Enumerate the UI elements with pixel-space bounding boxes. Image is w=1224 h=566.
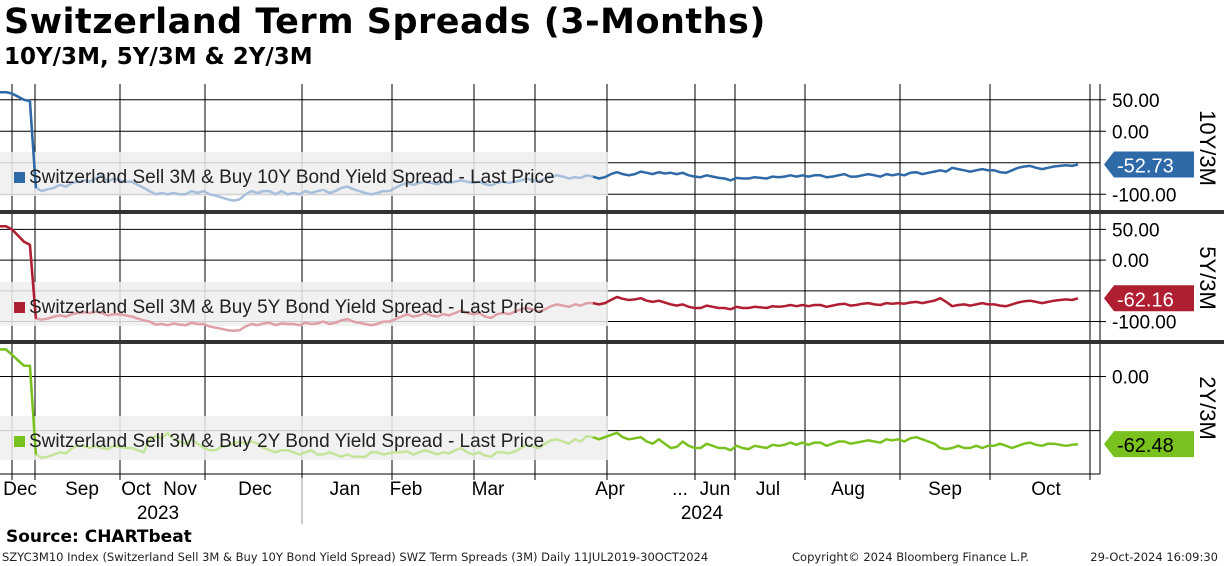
legend-label: Switzerland Sell 3M & Buy 5Y Bond Yield … <box>29 297 544 318</box>
x-tick-label: Oct <box>1031 479 1061 500</box>
last-value-tag <box>1104 431 1194 458</box>
legend-swatch <box>14 172 25 183</box>
legend-box <box>0 152 608 196</box>
last-value-tag <box>1104 151 1194 178</box>
y-tick-label: 50.00 <box>1112 220 1160 241</box>
panel-label-two-year: 2Y/3M <box>1195 376 1220 440</box>
x-tick-label: Mar <box>472 479 505 500</box>
series-line-start-five-year <box>0 225 38 319</box>
legend-label: Switzerland Sell 3M & Buy 2Y Bond Yield … <box>29 431 544 452</box>
x-tick-label: Oct <box>121 479 151 500</box>
x-tick-label: Apr <box>595 479 625 500</box>
year-label: 2024 <box>681 503 724 524</box>
series-line-start-ten-year <box>0 90 38 188</box>
series-line-faded-five-year <box>0 225 593 333</box>
legend-box <box>0 282 608 326</box>
series-line-faded-ten-year <box>0 90 594 202</box>
panel-label-five-year: 5Y/3M <box>1195 246 1220 310</box>
last-value-tag <box>1104 285 1194 312</box>
chart-subtitle: 10Y/3M, 5Y/3M & 2Y/3M <box>4 44 313 70</box>
x-tick-label: Sep <box>928 479 962 500</box>
series-line-ten-year <box>592 163 1079 182</box>
source-label: Source: CHARTbeat <box>6 527 192 547</box>
y-tick-label: -100.00 <box>1112 313 1176 334</box>
x-tick-label: Feb <box>390 479 423 500</box>
series-line-five-year <box>592 295 1079 311</box>
legend-swatch <box>14 302 25 313</box>
y-tick-label: 0.00 <box>1112 368 1149 389</box>
x-tick-label: Jun <box>700 479 731 500</box>
year-label: 2023 <box>137 503 179 524</box>
last-value-label: -62.16 <box>1117 289 1174 311</box>
last-value-label: -52.73 <box>1117 155 1174 177</box>
copyright: Copyright© 2024 Bloomberg Finance L.P. <box>792 550 1029 564</box>
series-line-start-two-year <box>0 348 38 455</box>
x-tick-label: Jul <box>756 479 780 500</box>
x-tick-label: ... <box>672 479 688 500</box>
legend-label: Switzerland Sell 3M & Buy 10Y Bond Yield… <box>29 167 555 188</box>
y-tick-label: -100.00 <box>1112 185 1176 206</box>
x-tick-label: Sep <box>65 479 99 500</box>
y-tick-label: 50.00 <box>1112 91 1160 112</box>
x-tick-label: Nov <box>163 479 197 500</box>
panel-separator <box>0 340 1224 344</box>
x-tick-label: Dec <box>238 479 272 500</box>
y-tick-label: 0.00 <box>1112 122 1149 143</box>
index-info: SZYC3M10 Index (Switzerland Sell 3M & Bu… <box>2 550 709 564</box>
x-tick-label: Jan <box>330 479 361 500</box>
panel-label-ten-year: 10Y/3M <box>1195 110 1220 186</box>
last-value-label: -62.48 <box>1117 435 1174 457</box>
panel-separator <box>0 210 1224 214</box>
x-tick-label: Dec <box>3 479 37 500</box>
series-line-faded-two-year <box>0 348 594 460</box>
y-tick-label: 0.00 <box>1112 251 1149 272</box>
legend-swatch <box>14 436 25 447</box>
x-tick-label: Aug <box>831 479 865 500</box>
chart-title: Switzerland Term Spreads (3-Months) <box>4 2 766 42</box>
timestamp: 29-Oct-2024 16:09:30 <box>1090 550 1218 564</box>
series-line-two-year <box>592 431 1079 452</box>
